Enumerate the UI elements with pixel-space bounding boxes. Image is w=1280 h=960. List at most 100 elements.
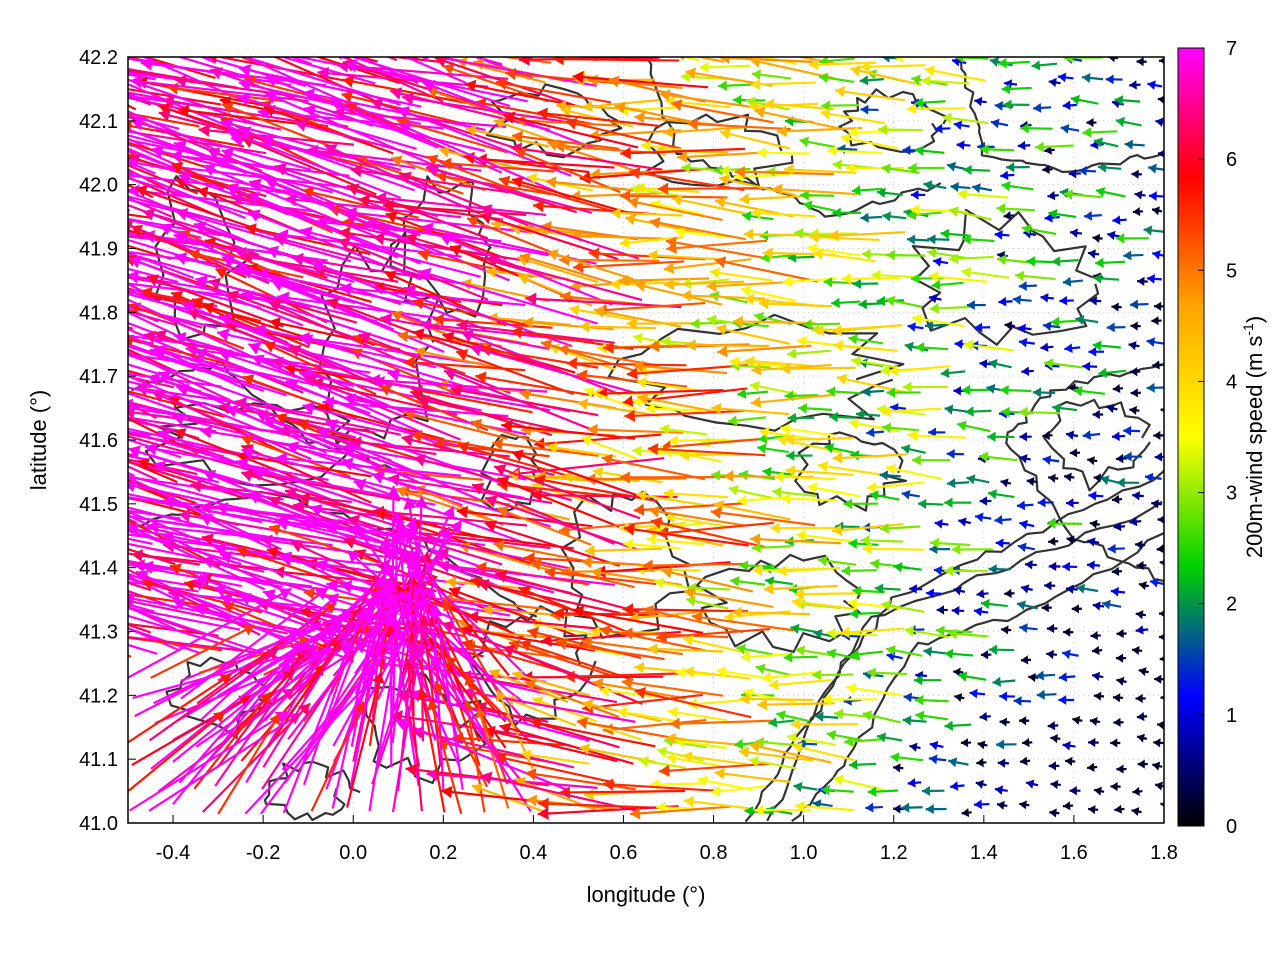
wind-arrow-head xyxy=(353,701,365,714)
wind-arrow-head xyxy=(820,784,830,796)
wind-arrow xyxy=(749,57,835,80)
wind-arrow-head xyxy=(677,150,688,163)
wind-arrow-head xyxy=(961,266,972,278)
wind-arrow-head xyxy=(947,478,956,489)
wind-arrow-head xyxy=(416,687,430,700)
wind-arrow xyxy=(948,757,969,768)
wind-arrow-head xyxy=(202,302,215,315)
wind-arrow-head xyxy=(219,550,233,564)
wind-arrow xyxy=(626,364,748,380)
wind-arrow xyxy=(358,332,511,395)
wind-arrow-head xyxy=(996,739,1005,750)
wind-arrow xyxy=(814,711,839,722)
wind-arrow xyxy=(1065,430,1079,440)
wind-arrow xyxy=(1136,733,1148,743)
wind-arrow-head xyxy=(347,183,360,196)
wind-arrow xyxy=(277,291,463,323)
wind-arrow-head xyxy=(443,599,455,612)
wind-arrow-shaft xyxy=(649,220,747,241)
wind-arrow xyxy=(1116,629,1127,639)
wind-arrow xyxy=(152,390,312,461)
wind-arrow xyxy=(148,647,280,742)
wind-arrow-head xyxy=(850,649,860,660)
wind-arrow xyxy=(850,649,883,660)
wind-arrow-head xyxy=(711,469,721,481)
wind-arrow xyxy=(467,610,613,632)
wind-arrow xyxy=(902,381,949,393)
wind-arrow-head xyxy=(269,713,280,726)
wind-arrow-head xyxy=(465,124,477,137)
wind-arrow-head xyxy=(1019,716,1027,726)
wind-arrow-head xyxy=(1158,633,1164,641)
wind-arrow xyxy=(1129,80,1141,90)
wind-arrow-head xyxy=(844,736,854,747)
wind-arrow xyxy=(524,679,620,719)
wind-arrow-head xyxy=(1060,123,1070,134)
wind-arrow xyxy=(757,698,835,711)
wind-arrow-head xyxy=(1004,79,1013,89)
wind-arrow-head xyxy=(87,330,100,343)
wind-arrow-head xyxy=(181,301,195,314)
wind-arrow-head xyxy=(1113,717,1121,727)
wind-arrow-head xyxy=(7,548,20,560)
wind-arrow xyxy=(743,228,818,241)
wind-arrow-shaft xyxy=(682,754,750,766)
wind-arrow xyxy=(980,650,992,660)
wind-arrow-head xyxy=(20,210,33,222)
wind-arrow-head xyxy=(661,336,671,348)
wind-arrow-shaft xyxy=(297,335,483,366)
wind-arrow-head xyxy=(929,544,938,555)
wind-arrow-head xyxy=(736,643,746,655)
wind-arrow-shaft xyxy=(749,743,832,764)
wind-arrow-shaft xyxy=(128,257,304,327)
wind-arrow-head xyxy=(944,648,954,660)
wind-arrow-head xyxy=(482,604,493,616)
wind-arrow xyxy=(953,586,966,596)
wind-arrow-head xyxy=(998,296,1007,307)
wind-arrow-head xyxy=(1026,256,1035,267)
wind-arrow-head xyxy=(743,228,754,241)
wind-arrow-shaft xyxy=(425,571,510,677)
wind-arrow-head xyxy=(661,566,673,579)
wind-arrow xyxy=(128,203,260,257)
wind-arrow-head xyxy=(915,710,925,722)
wind-arrow-head xyxy=(1136,57,1144,67)
wind-arrow-shaft xyxy=(237,95,417,151)
wind-arrow-head xyxy=(391,512,405,525)
wind-arrow-head xyxy=(145,442,158,456)
wind-arrow-shaft xyxy=(493,542,596,564)
wind-arrow-shaft xyxy=(740,287,797,303)
wind-arrow xyxy=(1013,696,1032,706)
wind-arrow-head xyxy=(565,117,578,130)
wind-arrow xyxy=(1147,80,1163,90)
wind-arrow-head xyxy=(750,396,762,409)
wind-arrow-head xyxy=(1057,72,1067,83)
wind-arrow xyxy=(1092,409,1104,420)
wind-arrow-shaft xyxy=(403,411,508,440)
wind-arrow-head xyxy=(777,565,787,577)
wind-arrow-head xyxy=(471,482,485,495)
wind-arrow-head xyxy=(511,449,524,462)
wind-arrow-shaft xyxy=(199,57,217,64)
wind-arrow-shaft xyxy=(684,669,751,680)
wind-arrow xyxy=(714,767,791,784)
wind-arrow-shaft xyxy=(128,673,233,744)
wind-arrow-shaft xyxy=(391,640,423,813)
wind-arrow-head xyxy=(147,373,161,386)
wind-arrow-head xyxy=(518,586,531,598)
wind-arrow xyxy=(1111,302,1122,312)
wind-arrow xyxy=(636,490,707,507)
wind-arrow-shaft xyxy=(845,686,902,697)
wind-arrow-shaft xyxy=(200,592,340,721)
wind-arrow-head xyxy=(980,650,989,660)
wind-arrow-head xyxy=(635,182,645,194)
wind-arrow xyxy=(1072,715,1083,725)
wind-arrow-head xyxy=(1064,343,1073,354)
wind-arrow-shaft xyxy=(217,592,384,682)
wind-arrow-head xyxy=(740,651,751,663)
wind-arrow-head xyxy=(849,608,858,619)
wind-arrow-head xyxy=(265,648,279,660)
wind-arrow-shaft xyxy=(743,232,818,237)
wind-arrow-head xyxy=(979,359,988,369)
wind-arrow-head xyxy=(385,545,398,558)
